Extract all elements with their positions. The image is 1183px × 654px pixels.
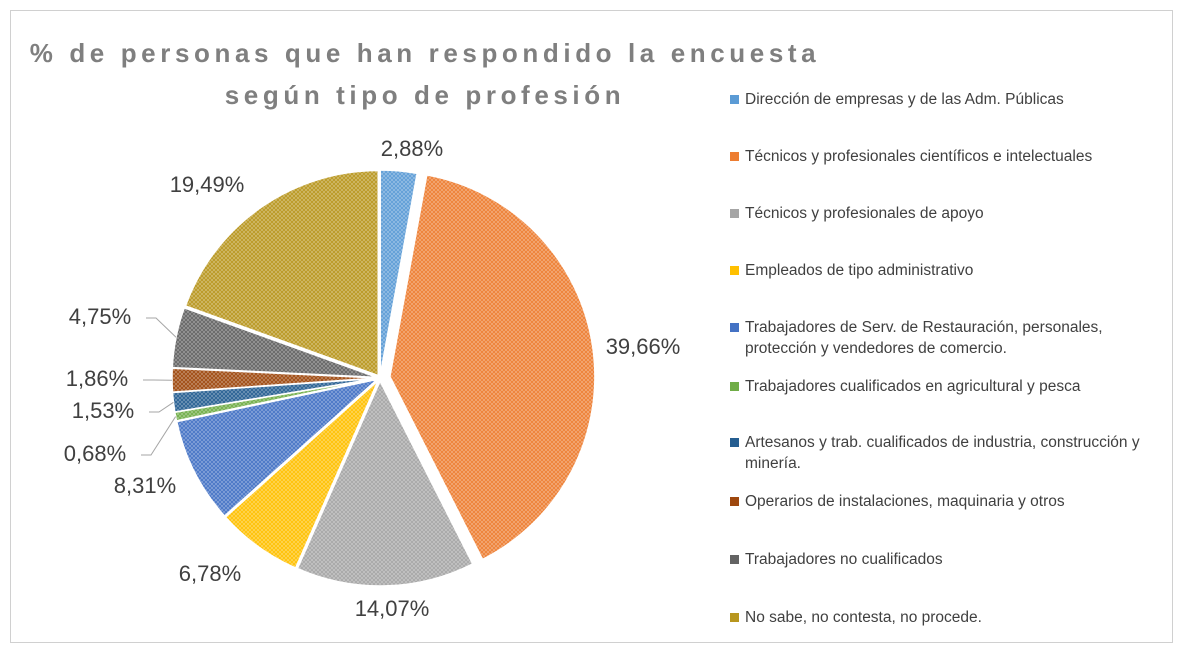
data-label: 2,88% <box>381 136 443 161</box>
chart-title: % de personas que han respondido la encu… <box>29 38 821 110</box>
pie-slice <box>184 169 380 377</box>
legend-swatch <box>730 497 739 506</box>
legend-label: Empleados de tipo administrativo <box>745 262 974 279</box>
legend-label: Artesanos y trab. cualificados de indust… <box>745 434 1140 472</box>
legend-item: No sabe, no contesta, no procede. <box>730 607 1150 628</box>
data-label: 1,86% <box>66 366 128 391</box>
data-label: 8,31% <box>114 473 176 498</box>
legend-label: Trabajadores no cualificados <box>745 551 943 568</box>
legend-item: Técnicos y profesionales de apoyo <box>730 203 1150 224</box>
data-label: 6,78% <box>179 561 241 586</box>
legend-item: Dirección de empresas y de las Adm. Públ… <box>730 89 1150 110</box>
legend-item: Técnicos y profesionales científicos e i… <box>730 146 1150 167</box>
legend-label: Trabajadores cualificados en agricultura… <box>745 378 1081 395</box>
legend-item: Trabajadores cualificados en agricultura… <box>730 376 1150 397</box>
legend-swatch <box>730 323 739 332</box>
legend-label: Técnicos y profesionales de apoyo <box>745 205 984 222</box>
leader-line <box>146 317 177 338</box>
pie-slice <box>296 379 474 587</box>
leader-line <box>141 416 177 456</box>
data-label: 4,75% <box>69 304 131 329</box>
legend-item: Trabajadores no cualificados <box>730 549 1150 570</box>
legend-label: Dirección de empresas y de las Adm. Públ… <box>745 91 1064 108</box>
legend-swatch <box>730 152 739 161</box>
legend-swatch <box>730 209 739 218</box>
legend-swatch <box>730 95 739 104</box>
legend-item: Operarios de instalaciones, maquinaria y… <box>730 491 1150 512</box>
legend-label: Técnicos y profesionales científicos e i… <box>745 148 1093 165</box>
data-label: 19,49% <box>170 172 245 197</box>
legend-label: Trabajadores de Serv. de Restauración, p… <box>745 319 1103 357</box>
chart-border <box>10 10 1173 643</box>
data-label: 1,53% <box>72 398 134 423</box>
legend-swatch <box>730 613 739 622</box>
data-label: 39,66% <box>606 334 681 359</box>
pie-slice <box>224 379 379 570</box>
pie-slice <box>389 174 596 561</box>
pie-slice <box>379 169 419 376</box>
leader-line <box>149 401 174 413</box>
legend-item: Artesanos y trab. cualificados de indust… <box>730 432 1150 474</box>
legend-label: Operarios de instalaciones, maquinaria y… <box>745 493 1065 510</box>
legend-swatch <box>730 266 739 275</box>
legend-item: Empleados de tipo administrativo <box>730 260 1150 281</box>
legend-item: Trabajadores de Serv. de Restauración, p… <box>730 317 1150 359</box>
legend-swatch <box>730 438 739 447</box>
pie-slice <box>175 378 380 518</box>
legend-swatch <box>730 382 739 391</box>
legend-label: No sabe, no contesta, no procede. <box>745 609 982 626</box>
data-label: 14,07% <box>355 596 430 621</box>
data-label: 0,68% <box>64 441 126 466</box>
legend-swatch <box>730 555 739 564</box>
